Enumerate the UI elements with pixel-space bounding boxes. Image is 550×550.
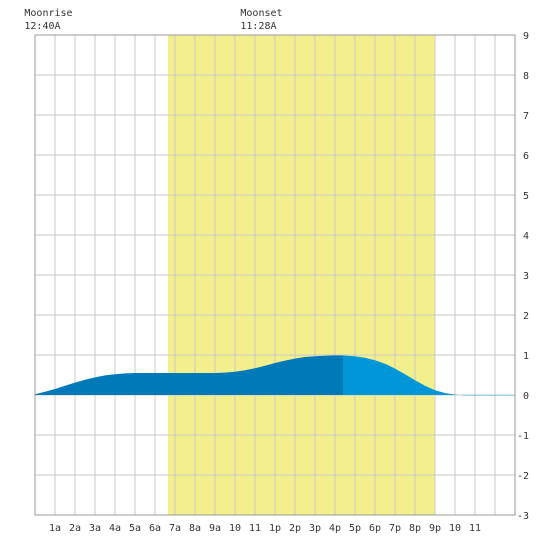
- x-tick-label: 8p: [409, 523, 421, 534]
- x-tick-label: 7p: [389, 523, 401, 534]
- x-tick-label: 4a: [109, 523, 121, 534]
- y-tick-label: 0: [523, 391, 529, 402]
- y-tick-label: -3: [517, 511, 529, 522]
- x-tick-label: 5p: [349, 523, 361, 534]
- y-tick-label: -2: [517, 471, 529, 482]
- x-tick-label: 2p: [289, 523, 301, 534]
- x-tick-label: 3a: [89, 523, 101, 534]
- x-tick-label: 8a: [189, 523, 201, 534]
- y-tick-label: 2: [523, 311, 529, 322]
- x-tick-label: 4p: [329, 523, 341, 534]
- x-tick-label: 10: [449, 523, 461, 534]
- moonset-time: 11:28A: [240, 21, 276, 32]
- y-tick-label: 9: [523, 31, 529, 42]
- x-tick-label: 2a: [69, 523, 81, 534]
- x-tick-label: 11: [469, 523, 481, 534]
- tide-area-light: [343, 355, 515, 396]
- x-axis-tick-labels: 1a 2a 3a 4a 5a 6a 7a 8a 9a 10 11 1p 2p 3p 4p 5p 6p 7p 8p 9p…: [49, 523, 481, 534]
- y-tick-label: 4: [523, 231, 529, 242]
- y-tick-label: 3: [523, 271, 529, 282]
- x-tick-label: 9p: [429, 523, 441, 534]
- moonset-label: Moonset: [240, 8, 282, 19]
- x-tick-label: 9a: [209, 523, 221, 534]
- grid-lines: [35, 35, 515, 515]
- y-tick-label: 5: [523, 191, 529, 202]
- x-tick-label: 7a: [169, 523, 181, 534]
- x-tick-label: 5a: [129, 523, 141, 534]
- x-tick-label: 1p: [269, 523, 281, 534]
- y-tick-label: 1: [523, 351, 529, 362]
- x-tick-label: 10: [229, 523, 241, 534]
- tide-area-dark: [35, 355, 343, 395]
- y-tick-label: 8: [523, 71, 529, 82]
- y-tick-label: 6: [523, 151, 529, 162]
- x-tick-label: 1a: [49, 523, 61, 534]
- x-tick-label: 6p: [369, 523, 381, 534]
- y-axis-tick-labels: 9 8 7 6 5 4 3 2 1 0 -1 -2 -3: [517, 31, 529, 522]
- y-tick-label: -1: [517, 431, 529, 442]
- y-tick-label: 7: [523, 111, 529, 122]
- plot-frame: [34, 34, 516, 516]
- x-tick-label: 11: [249, 523, 261, 534]
- x-tick-label: 6a: [149, 523, 161, 534]
- moonrise-time: 12:40A: [24, 21, 60, 32]
- moonrise-label: Moonrise: [24, 8, 72, 19]
- x-tick-label: 3p: [309, 523, 321, 534]
